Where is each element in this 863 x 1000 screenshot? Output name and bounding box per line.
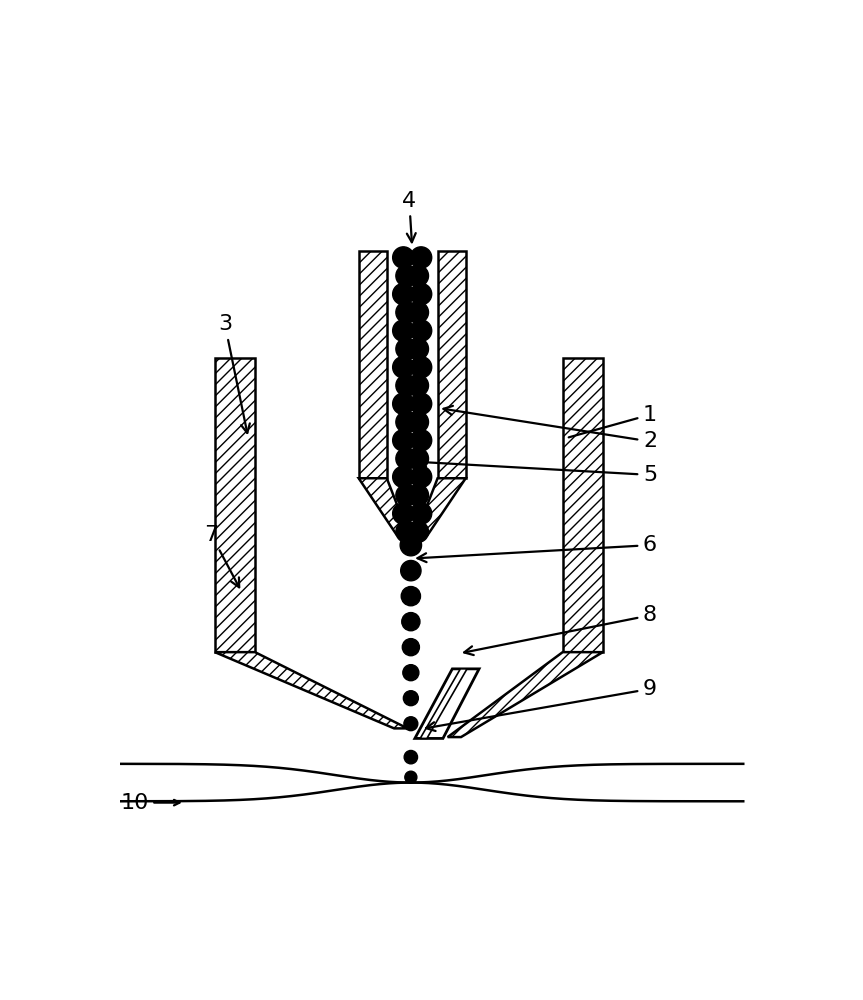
Bar — [387, 251, 438, 535]
Polygon shape — [448, 652, 602, 737]
Polygon shape — [215, 652, 407, 728]
Polygon shape — [415, 669, 479, 738]
Circle shape — [403, 691, 419, 706]
Text: 1: 1 — [569, 405, 657, 437]
Circle shape — [393, 247, 414, 268]
Circle shape — [393, 357, 414, 378]
Text: 2: 2 — [444, 406, 657, 451]
Text: 5: 5 — [418, 458, 658, 485]
Circle shape — [400, 534, 421, 556]
Circle shape — [407, 265, 429, 287]
Circle shape — [402, 639, 419, 656]
Polygon shape — [420, 669, 467, 738]
Text: 8: 8 — [464, 605, 657, 655]
Circle shape — [393, 430, 414, 451]
Circle shape — [393, 320, 414, 341]
Circle shape — [410, 503, 432, 524]
Polygon shape — [416, 478, 466, 535]
Circle shape — [396, 302, 418, 323]
Circle shape — [396, 338, 418, 360]
Bar — [438, 251, 466, 478]
Text: 3: 3 — [217, 314, 249, 433]
Circle shape — [401, 587, 420, 606]
Circle shape — [407, 484, 429, 506]
Circle shape — [405, 771, 417, 783]
Polygon shape — [359, 478, 409, 535]
Circle shape — [410, 247, 432, 268]
Circle shape — [404, 750, 418, 764]
Circle shape — [396, 265, 418, 287]
Circle shape — [396, 484, 418, 506]
Circle shape — [400, 560, 421, 581]
Circle shape — [393, 283, 414, 305]
Circle shape — [403, 665, 419, 681]
Circle shape — [407, 448, 429, 469]
Circle shape — [393, 503, 414, 524]
Circle shape — [410, 357, 432, 378]
Text: 10: 10 — [121, 793, 148, 813]
Circle shape — [396, 448, 418, 469]
Circle shape — [393, 393, 414, 414]
Text: 6: 6 — [418, 535, 657, 562]
Circle shape — [410, 283, 432, 305]
Circle shape — [404, 717, 418, 731]
Circle shape — [407, 338, 429, 360]
Circle shape — [407, 521, 429, 542]
Circle shape — [407, 411, 429, 433]
Circle shape — [410, 430, 432, 451]
Circle shape — [396, 375, 418, 396]
Text: 4: 4 — [402, 191, 416, 242]
Circle shape — [410, 466, 432, 488]
Circle shape — [396, 521, 418, 542]
Bar — [359, 251, 387, 478]
Circle shape — [410, 320, 432, 341]
Circle shape — [402, 613, 420, 631]
Circle shape — [410, 393, 432, 414]
Circle shape — [396, 411, 418, 433]
Bar — [563, 358, 602, 652]
Text: 7: 7 — [205, 525, 239, 587]
Circle shape — [393, 466, 414, 488]
Circle shape — [407, 302, 429, 323]
Circle shape — [407, 375, 429, 396]
Bar — [215, 358, 255, 652]
Text: 9: 9 — [426, 679, 657, 731]
